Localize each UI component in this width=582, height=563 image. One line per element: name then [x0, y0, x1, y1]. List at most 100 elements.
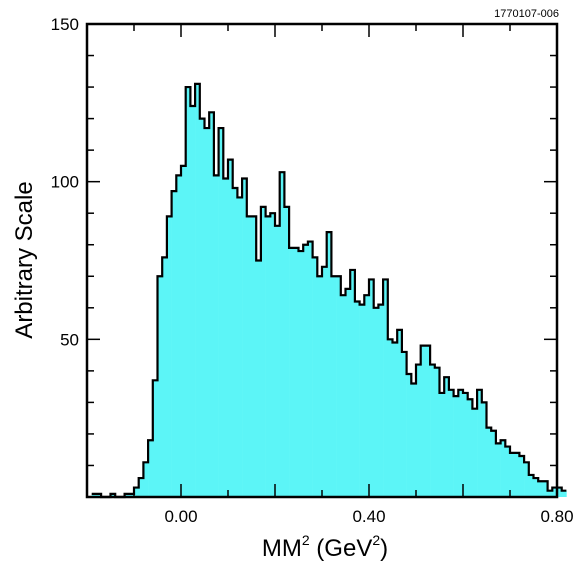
histogram-bar [171, 191, 177, 497]
histogram-bar [491, 430, 497, 497]
histogram-bar [270, 213, 276, 497]
histogram-bar [458, 389, 464, 497]
histogram-bar [547, 490, 553, 497]
histogram-bar [317, 276, 323, 497]
histogram-bar [228, 159, 233, 497]
histogram-bar [542, 481, 548, 497]
histogram-bar [195, 83, 201, 497]
histogram-bar [190, 105, 196, 498]
histogram-bar [152, 380, 158, 497]
histogram-bar [505, 446, 511, 497]
histogram-bar [444, 377, 450, 497]
histogram-bar [500, 440, 506, 497]
histogram-bar [213, 175, 219, 498]
histogram-bar [110, 493, 116, 497]
histogram-bar [481, 402, 487, 497]
histogram-bar [519, 456, 525, 497]
histogram-bar [176, 175, 182, 498]
x-axis-title-unit-sup: 2 [372, 532, 380, 548]
histogram-bar [331, 276, 337, 497]
histogram-bar [406, 374, 412, 497]
histogram-bar [354, 301, 360, 497]
y-tick-label: 100 [51, 173, 79, 192]
histogram-bar [293, 247, 299, 497]
y-tick-label: 50 [60, 330, 79, 349]
plot-area [91, 82, 567, 499]
y-axis-title: Arbitrary Scale [11, 181, 38, 338]
histogram-bar [307, 241, 313, 497]
histogram-bar [232, 187, 238, 497]
histogram-bar [453, 396, 459, 497]
histogram-bar [185, 87, 191, 497]
histogram-bar [256, 260, 262, 497]
histogram-bar [275, 225, 280, 497]
histogram-bar [373, 307, 379, 497]
histogram-bar [251, 216, 257, 497]
x-tick-label: 0.80 [540, 507, 573, 526]
histogram-bar [265, 216, 271, 497]
histogram-bar [430, 364, 436, 497]
histogram-bar [369, 279, 374, 497]
histogram-bar [392, 342, 398, 497]
histogram-bar [401, 351, 407, 497]
histogram-bar [91, 493, 97, 497]
histogram-bar [514, 452, 520, 497]
histogram-bar [209, 112, 215, 497]
histogram-bar [279, 172, 285, 497]
histogram-bar [166, 216, 172, 497]
y-tick-label: 150 [51, 15, 79, 34]
histogram-bar [326, 232, 332, 497]
histogram-bar [322, 266, 327, 497]
x-axis-title-unit-prefix: (GeV [310, 535, 373, 562]
histogram-bar [524, 462, 530, 497]
histogram-bar [336, 276, 342, 497]
histogram-bar [162, 257, 168, 497]
histogram-bar [242, 178, 248, 497]
histogram-bar [204, 128, 210, 497]
histogram-bar [289, 247, 295, 497]
histogram-bar [434, 367, 440, 497]
histogram-bar [448, 389, 454, 497]
histogram-bar [138, 478, 144, 497]
histogram-bar [157, 276, 163, 497]
x-tick-label: 0.00 [164, 507, 197, 526]
histogram-bar [312, 257, 318, 497]
histogram-bar [425, 345, 431, 497]
x-axis-title: MM2 (GeV2) [262, 532, 388, 562]
histogram-bar [439, 392, 445, 497]
histogram-bar [552, 487, 558, 497]
histogram-bar [223, 178, 229, 497]
histogram-bar [486, 427, 492, 497]
histogram-bar [387, 339, 393, 497]
histogram-bar [129, 493, 135, 497]
histogram-bar [359, 304, 365, 497]
histogram-bar [411, 383, 417, 497]
x-axis-title-sup: 2 [302, 532, 310, 548]
histogram-bar [237, 197, 243, 497]
histogram-bar [181, 165, 186, 497]
histogram-bar [472, 408, 478, 497]
histogram-bar [350, 269, 356, 497]
histogram-bar [218, 128, 224, 497]
histogram-bar [538, 481, 544, 497]
histogram-bar [96, 493, 102, 497]
axes: 50 100 150 0.00 0.40 0.80 [51, 15, 574, 526]
histogram-bar [199, 118, 205, 497]
histogram-bar [397, 329, 403, 497]
histogram-bar [298, 251, 304, 497]
histogram-bar [303, 244, 309, 497]
histogram-bar [340, 295, 346, 497]
histogram-bar [260, 206, 266, 497]
histogram-bars [91, 83, 567, 498]
histogram-bar [378, 304, 384, 497]
histogram-bar [510, 452, 515, 497]
histogram-bar [420, 345, 426, 497]
histogram-bar [345, 288, 351, 497]
histogram-bar [495, 443, 501, 497]
figure-id-label: 1770107-006 [494, 8, 559, 20]
histogram-bar [124, 493, 130, 497]
histogram-bar [533, 478, 539, 497]
histogram-outline [91, 82, 567, 499]
histogram-bar [561, 490, 567, 497]
